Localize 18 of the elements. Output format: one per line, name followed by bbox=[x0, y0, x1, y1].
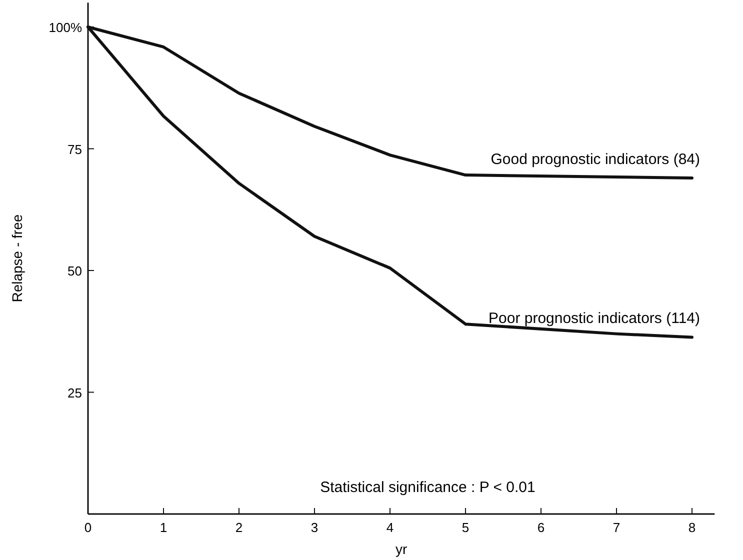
x-tick-label: 3 bbox=[310, 520, 318, 535]
x-tick-label: 5 bbox=[462, 520, 470, 535]
x-tick-label: 1 bbox=[160, 520, 168, 535]
x-tick-label: 4 bbox=[386, 520, 394, 535]
x-tick-label: 6 bbox=[537, 520, 545, 535]
x-tick-label: 7 bbox=[612, 520, 620, 535]
x-tick-label: 0 bbox=[84, 520, 92, 535]
annotation: Statistical significance : P < 0.01 bbox=[320, 479, 536, 496]
x-tick-label: 2 bbox=[235, 520, 243, 535]
y-tick-label: 100% bbox=[48, 20, 82, 35]
series-label: Poor prognostic indicators (114) bbox=[488, 310, 700, 328]
y-tick-label: 50 bbox=[68, 264, 82, 278]
y-tick-label: 25 bbox=[68, 385, 82, 400]
x-axis-title: yr bbox=[395, 541, 408, 557]
y-tick-label: 75 bbox=[68, 142, 82, 157]
y-axis-title: Relapse - free bbox=[9, 214, 25, 302]
series-label: Good prognostic indicators (84) bbox=[490, 150, 700, 168]
x-tick-label: 8 bbox=[688, 520, 696, 535]
